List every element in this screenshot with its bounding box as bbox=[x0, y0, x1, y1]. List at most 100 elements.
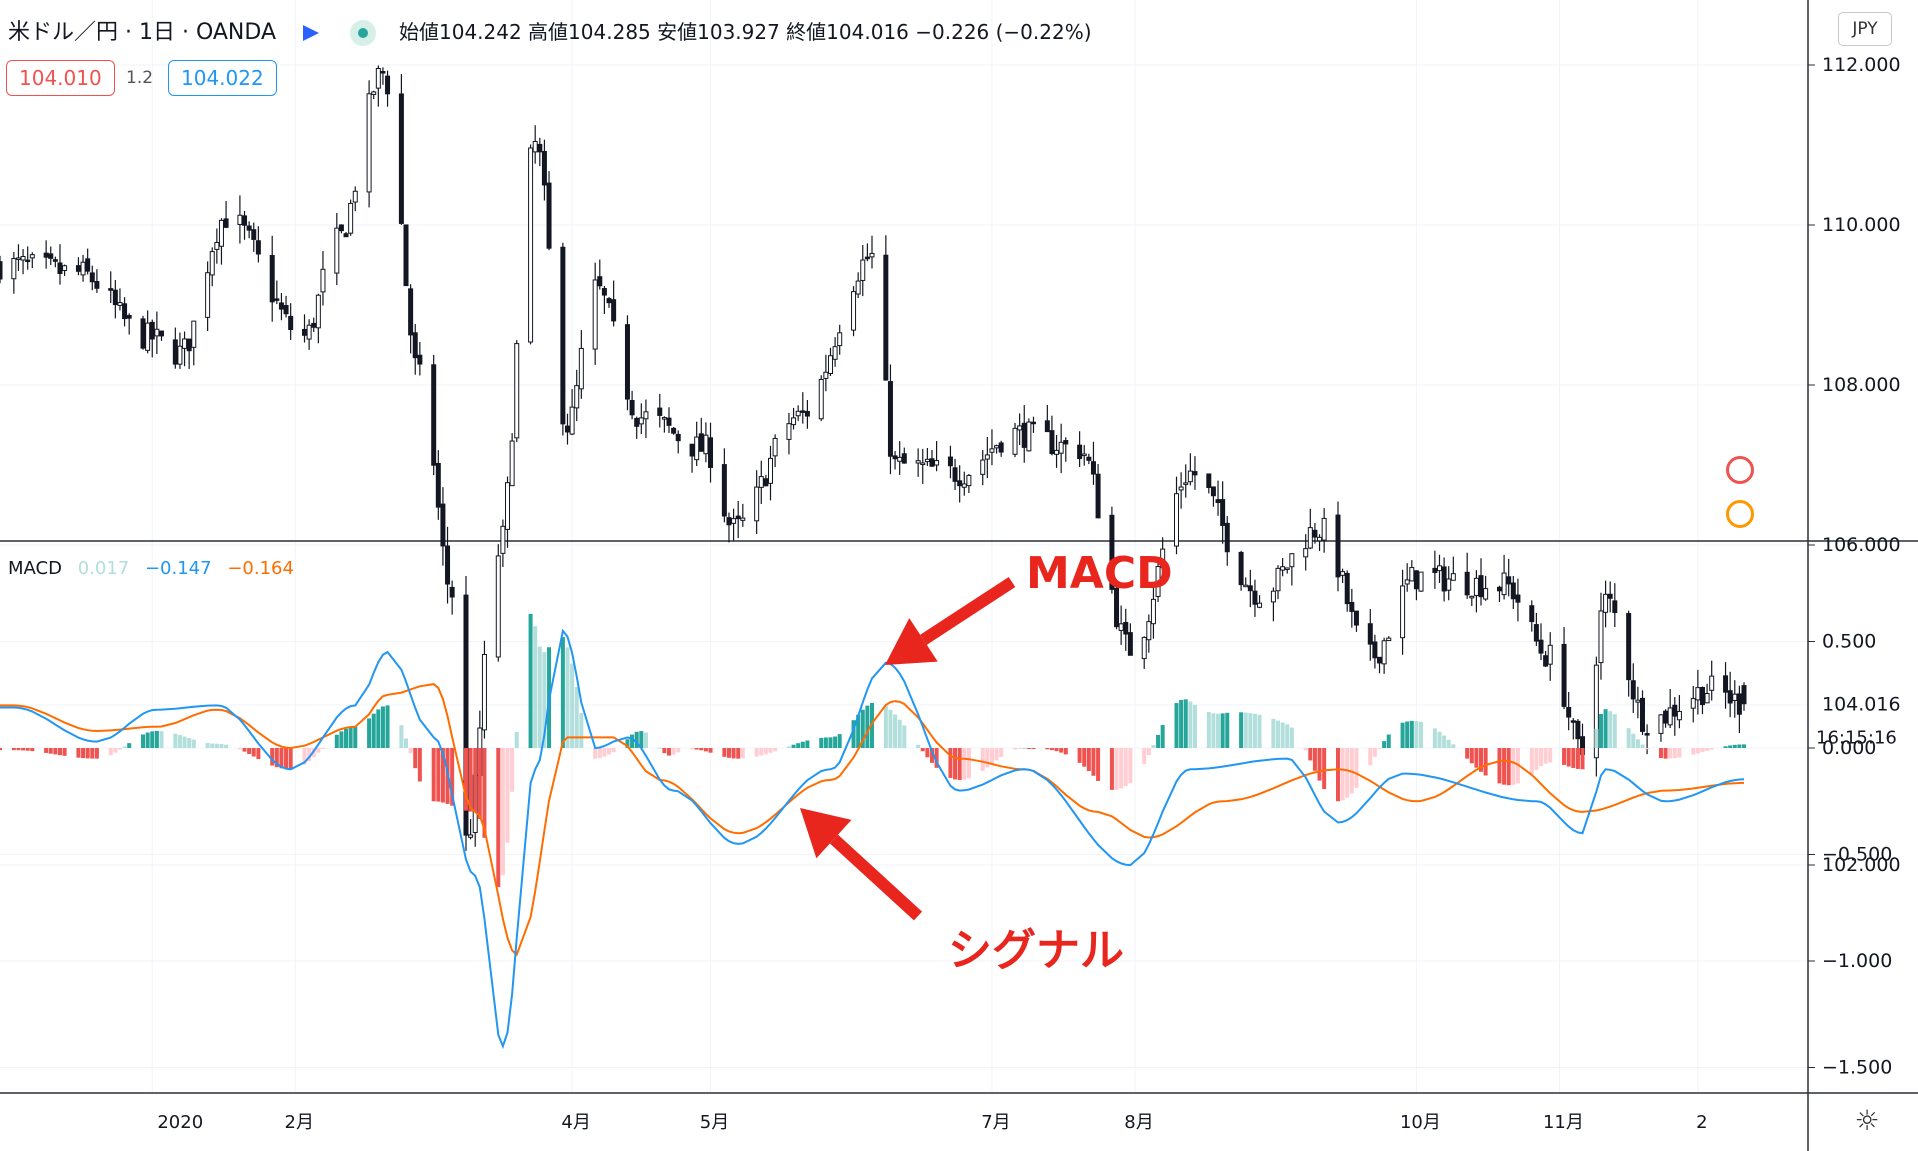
macd-histogram-bar bbox=[1409, 720, 1414, 748]
candle-body bbox=[117, 302, 123, 306]
time-axis-label: 7月 bbox=[981, 1112, 1010, 1133]
macd-histogram-bar bbox=[1091, 748, 1096, 776]
candle-body bbox=[1496, 586, 1502, 592]
macd-histogram-bar bbox=[1179, 699, 1184, 748]
symbol-header: 米ドル／円 · 1日 · OANDA 始値104.242 高値104.285 安… bbox=[8, 14, 1092, 46]
candle-body bbox=[255, 240, 261, 255]
macd-histogram-bar bbox=[708, 748, 713, 753]
macd-histogram-bar bbox=[579, 713, 584, 748]
macd-histogram-bar bbox=[224, 744, 229, 748]
macd-histogram-bar bbox=[284, 748, 289, 770]
candle-body bbox=[1483, 588, 1489, 600]
currency-button[interactable]: JPY bbox=[1838, 12, 1892, 46]
candle-body bbox=[1317, 536, 1323, 542]
candle-body bbox=[1566, 706, 1572, 718]
macd-histogram-bar bbox=[117, 748, 122, 750]
candle-body bbox=[1515, 594, 1521, 603]
macd-histogram-bar bbox=[159, 731, 164, 748]
candle-body bbox=[177, 345, 183, 365]
candle-body bbox=[767, 457, 773, 484]
candle-body bbox=[1561, 643, 1567, 707]
candle-body bbox=[75, 265, 81, 272]
candle-body bbox=[403, 224, 409, 287]
macd-histogram-bar bbox=[145, 732, 150, 748]
macd-histogram-bar bbox=[726, 748, 731, 758]
candle-body bbox=[25, 259, 31, 263]
candle-body bbox=[1257, 602, 1263, 608]
candle-body bbox=[108, 288, 114, 291]
candle-body bbox=[1672, 704, 1678, 717]
macd-histogram-bar bbox=[1257, 714, 1262, 748]
candle-body bbox=[564, 425, 570, 433]
candle-body bbox=[1058, 441, 1064, 454]
macd-histogram-bar bbox=[385, 705, 390, 748]
candle-body bbox=[934, 460, 940, 466]
macd-histogram-bar bbox=[53, 748, 58, 755]
candle-body bbox=[597, 276, 603, 287]
macd-histogram-bar bbox=[1571, 748, 1576, 768]
candle-body bbox=[1676, 710, 1682, 721]
settings-gear-icon[interactable]: ☼ bbox=[1854, 1104, 1880, 1137]
macd-histogram-bar bbox=[1303, 748, 1308, 751]
macd-histogram-bar bbox=[316, 748, 321, 753]
macd-histogram-bar bbox=[1368, 748, 1373, 766]
macd-tick-label: −0.500 bbox=[1822, 844, 1892, 866]
symbol-title[interactable]: 米ドル／円 · 1日 · OANDA bbox=[8, 20, 276, 45]
macd-histogram-bar bbox=[953, 748, 958, 780]
candle-body bbox=[772, 437, 778, 457]
candle-body bbox=[643, 411, 649, 420]
macd-histogram-bar bbox=[819, 737, 824, 748]
macd-histogram-bar bbox=[1626, 728, 1631, 748]
candle-body bbox=[172, 339, 178, 365]
time-axis-label: 2 bbox=[1696, 1112, 1707, 1133]
us-event-marker-icon[interactable] bbox=[1726, 500, 1754, 528]
candle-body bbox=[864, 256, 870, 260]
macd-histogram-bar bbox=[694, 748, 699, 750]
candle-body bbox=[1275, 567, 1281, 592]
candle-body bbox=[1709, 675, 1715, 691]
macd-histogram-bar bbox=[865, 705, 870, 748]
macd-legend-name[interactable]: MACD bbox=[8, 558, 62, 579]
candle-body bbox=[338, 224, 344, 232]
macd-histogram-bar bbox=[754, 748, 759, 757]
candle-body bbox=[1450, 573, 1456, 581]
event-marker-icon[interactable] bbox=[1726, 456, 1754, 484]
candle-body bbox=[1469, 595, 1475, 599]
candle-body bbox=[1413, 570, 1419, 590]
candle-body bbox=[1547, 644, 1553, 665]
macd-histogram-bar bbox=[611, 748, 616, 753]
flag-icon[interactable] bbox=[303, 25, 319, 41]
macd-histogram-bar bbox=[925, 748, 930, 758]
candle-body bbox=[837, 332, 843, 347]
macd-histogram-bar bbox=[108, 748, 113, 756]
macd-histogram-bar bbox=[690, 748, 695, 750]
candle-body bbox=[1400, 585, 1406, 639]
candle-body bbox=[445, 545, 451, 585]
candle-body bbox=[1252, 590, 1258, 605]
macd-histogram-bar bbox=[699, 748, 704, 751]
candle-body bbox=[43, 252, 49, 258]
macd-histogram-bar bbox=[934, 748, 939, 768]
macd-histogram-bar bbox=[90, 748, 95, 759]
candle-body bbox=[1030, 421, 1036, 425]
candle-body bbox=[94, 281, 100, 289]
candle-body bbox=[1510, 582, 1516, 600]
macd-histogram-bar bbox=[1612, 714, 1617, 748]
candle-body bbox=[1372, 641, 1378, 659]
time-axis-label: 4月 bbox=[561, 1112, 590, 1133]
macd-histogram-bar bbox=[1432, 728, 1437, 748]
macd-histogram-bar bbox=[676, 748, 681, 753]
candle-body bbox=[505, 482, 511, 530]
macd-histogram-bar bbox=[274, 748, 279, 768]
candle-body bbox=[961, 483, 967, 488]
candle-body bbox=[929, 458, 935, 467]
candle-body bbox=[1436, 565, 1442, 572]
candle-body bbox=[901, 453, 907, 464]
macd-histogram-bar bbox=[625, 739, 630, 748]
sell-price-button[interactable]: 104.010 bbox=[6, 60, 115, 96]
buy-price-button[interactable]: 104.022 bbox=[168, 60, 277, 96]
candle-body bbox=[804, 410, 810, 417]
candle-body bbox=[1593, 664, 1599, 759]
macd-histogram-bar bbox=[731, 748, 736, 759]
